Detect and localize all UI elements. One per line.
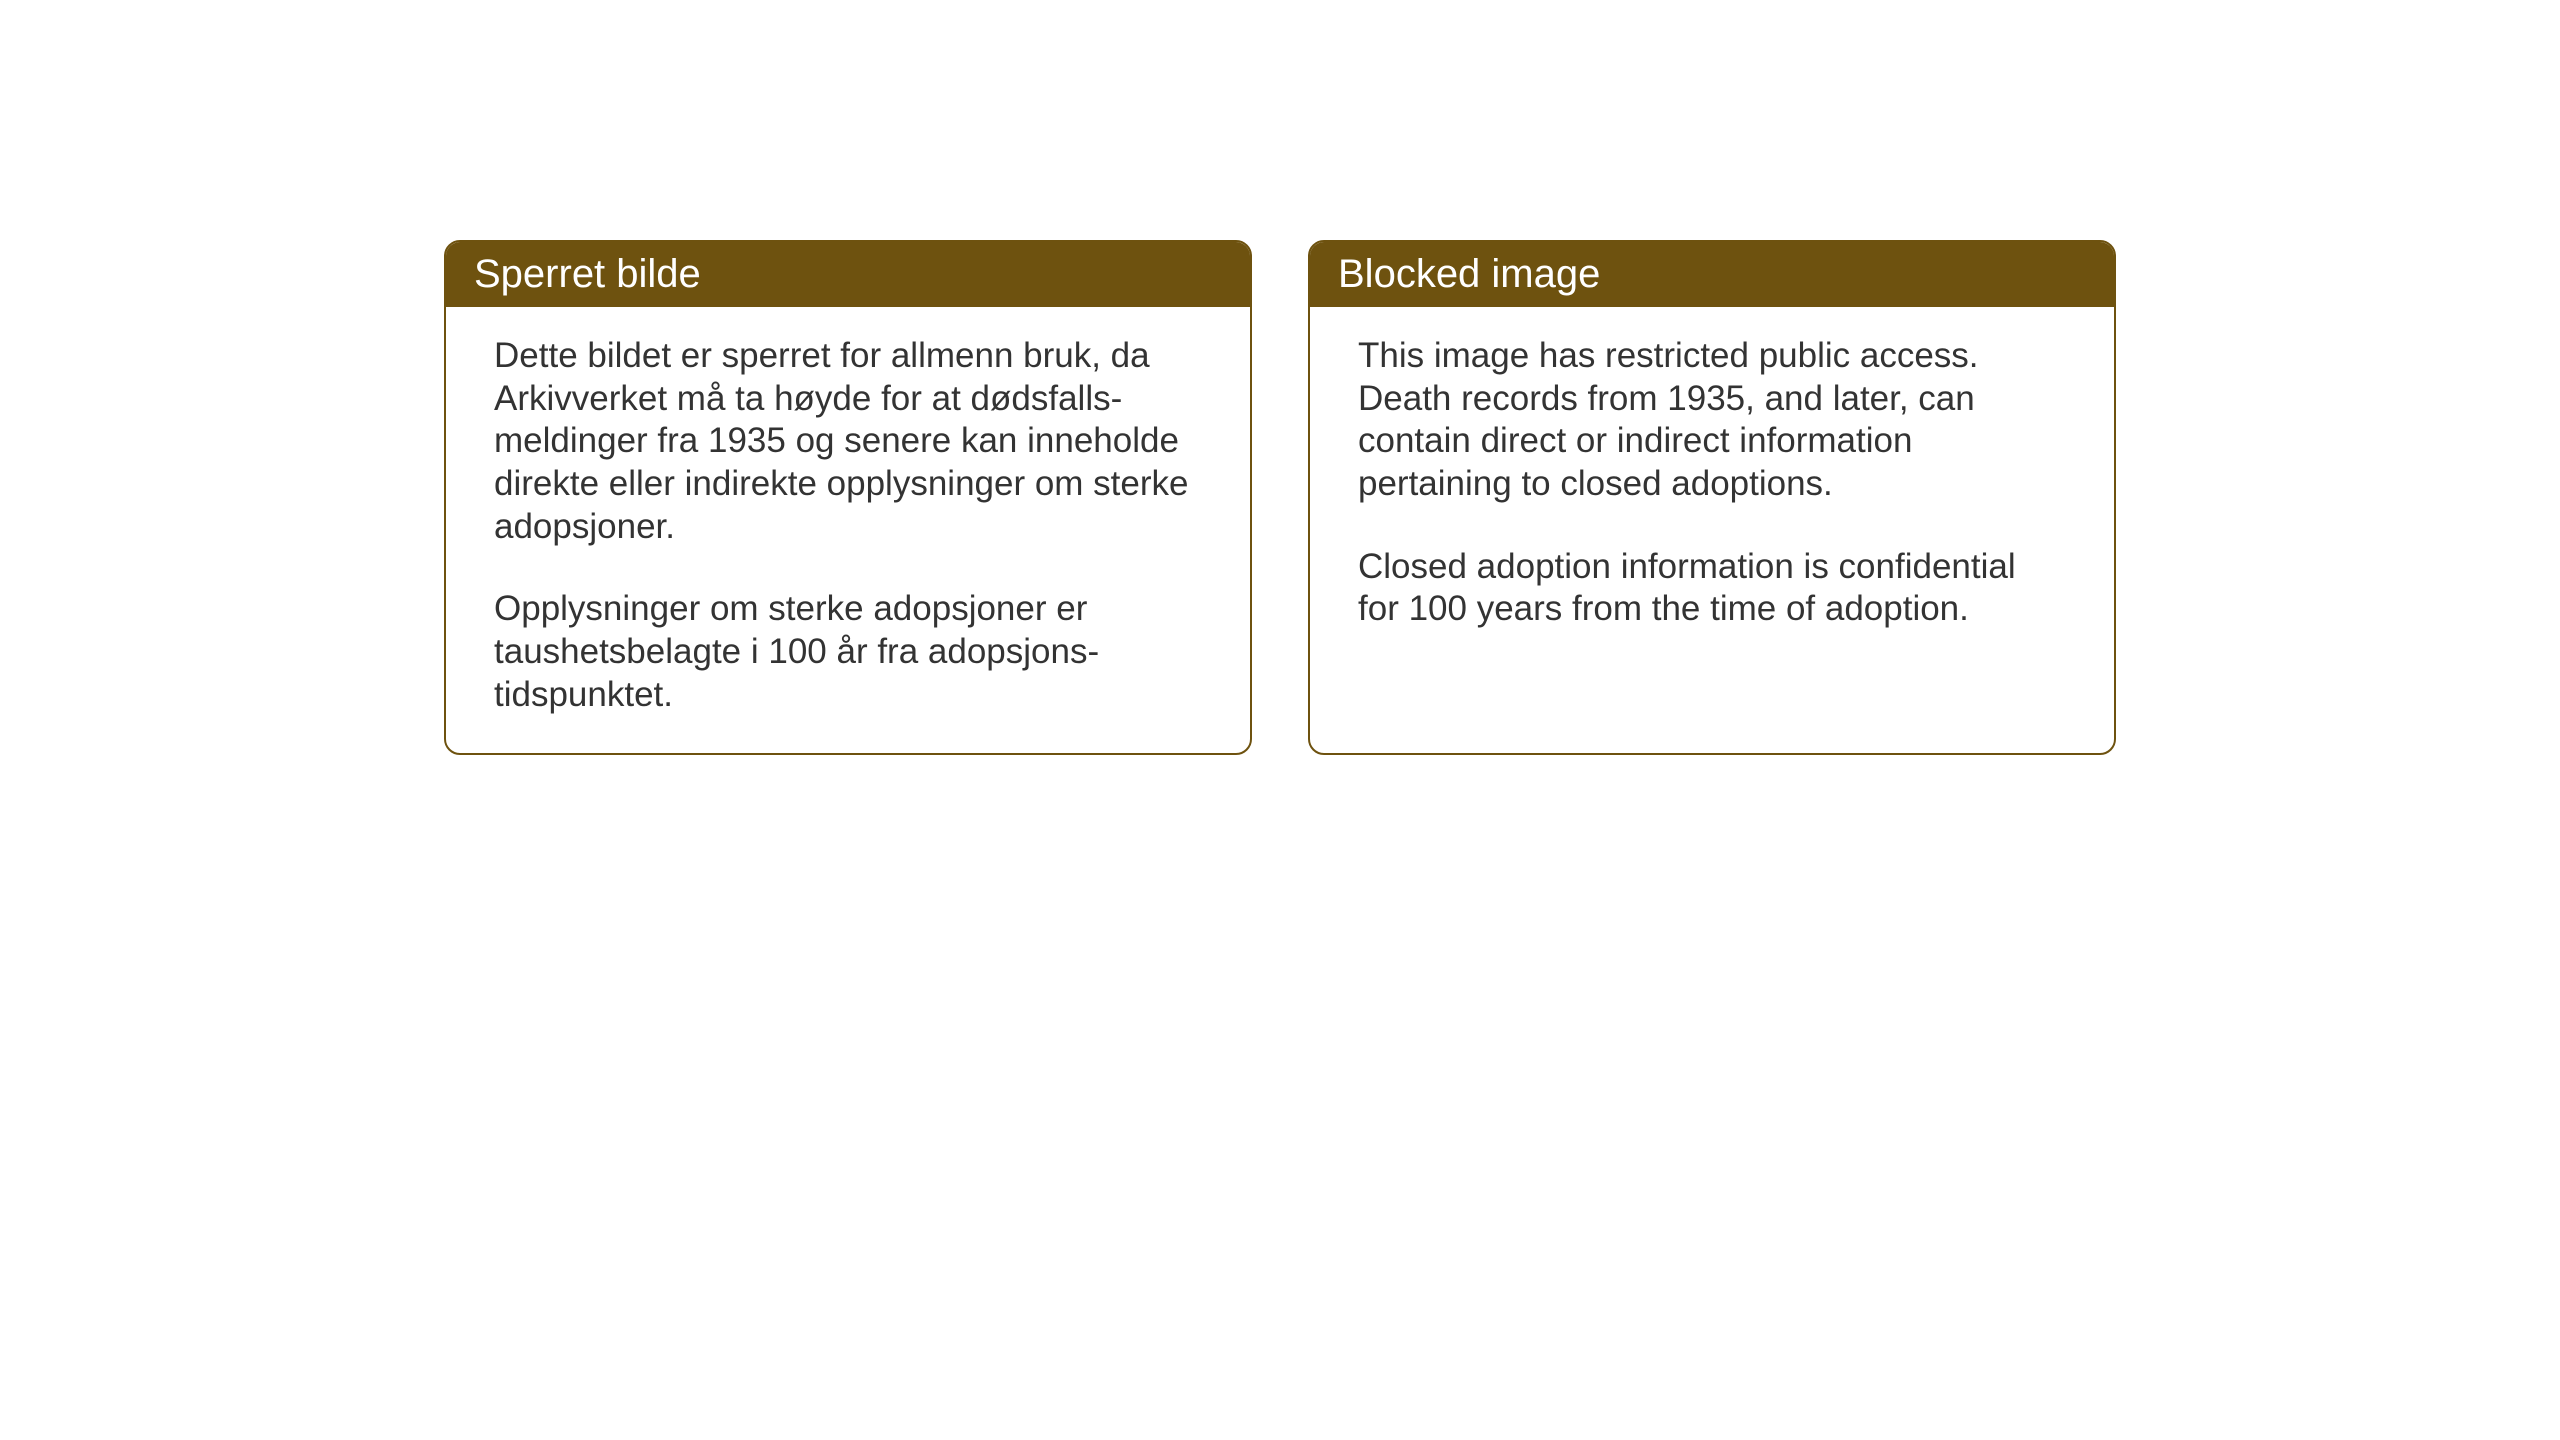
norwegian-notice-card: Sperret bilde Dette bildet er sperret fo… [444,240,1252,755]
norwegian-paragraph-2: Opplysninger om sterke adopsjoner er tau… [494,588,1202,716]
english-notice-card: Blocked image This image has restricted … [1308,240,2116,755]
english-paragraph-1: This image has restricted public access.… [1358,335,2066,506]
norwegian-card-body: Dette bildet er sperret for allmenn bruk… [446,307,1250,753]
english-card-title: Blocked image [1310,242,2114,307]
notice-container: Sperret bilde Dette bildet er sperret fo… [444,240,2116,755]
english-paragraph-2: Closed adoption information is confident… [1358,546,2066,631]
norwegian-paragraph-1: Dette bildet er sperret for allmenn bruk… [494,335,1202,548]
norwegian-card-title: Sperret bilde [446,242,1250,307]
english-card-body: This image has restricted public access.… [1310,307,2114,727]
